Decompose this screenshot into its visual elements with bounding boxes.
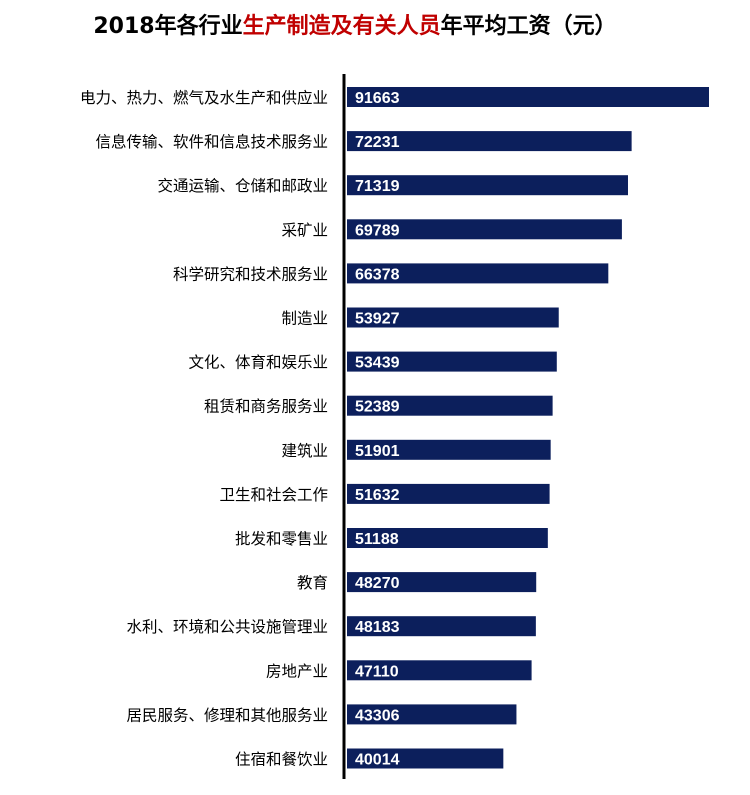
bar-value-label: 51188 [355,531,399,548]
bar [347,219,622,240]
bar-value-label: 47110 [355,663,399,680]
bar [347,307,559,328]
bar-value-label: 52389 [355,399,400,416]
bar [347,439,551,460]
title-highlight: 生产制造及有关人员 [242,14,441,39]
bar [347,351,557,372]
bar [347,616,536,637]
bar-value-label: 48183 [355,619,400,636]
bar-value-label: 69789 [355,222,400,239]
bar-value-label: 66378 [355,266,400,283]
title-suffix: 年平均工资（元） [440,14,617,39]
bar [347,131,632,152]
bar [347,528,548,548]
category-label: 信息传输、软件和信息技术服务业 [95,133,328,151]
category-label: 文化、体育和娱乐业 [188,354,328,372]
bar-value-label: 40014 [355,752,400,769]
category-label: 科学研究和技术服务业 [173,265,328,283]
bar [347,175,628,196]
category-label: 房地产业 [266,662,328,680]
bar-value-label: 91663 [355,90,400,107]
bar [347,395,553,416]
category-label: 卫生和社会工作 [219,486,328,504]
category-label: 采矿业 [281,221,328,239]
bar [347,483,550,504]
bar-value-label: 51901 [355,443,400,460]
chart-title: 2018年各行业生产制造及有关人员年平均工资（元） [0,8,710,40]
bar-value-label: 48270 [355,575,400,592]
title-prefix: 2018年各行业 [93,14,243,39]
bar-value-label: 72231 [355,134,400,151]
category-label: 水利、环境和公共设施管理业 [126,617,328,636]
bar-value-label: 53927 [355,311,400,328]
category-label: 租赁和商务服务业 [204,398,328,416]
category-label: 建筑业 [281,442,328,460]
bar [347,572,537,593]
bar-value-label: 43306 [355,707,400,724]
category-label: 制造业 [281,310,328,328]
category-label: 住宿和餐饮业 [235,751,328,769]
category-label: 教育 [297,574,328,592]
bar [347,748,504,769]
category-label: 交通运输、仓储和邮政业 [157,177,328,195]
bar-value-label: 51632 [355,487,400,504]
bar [347,87,709,107]
bar-value-label: 71319 [355,178,400,195]
category-label: 电力、热力、燃气及水生产和供应业 [80,88,328,107]
category-label: 居民服务、修理和其他服务业 [126,706,328,724]
category-label: 批发和零售业 [235,530,328,548]
bar [347,704,517,725]
bar [347,263,609,284]
bar [347,660,532,681]
bar-value-label: 53439 [355,355,400,372]
